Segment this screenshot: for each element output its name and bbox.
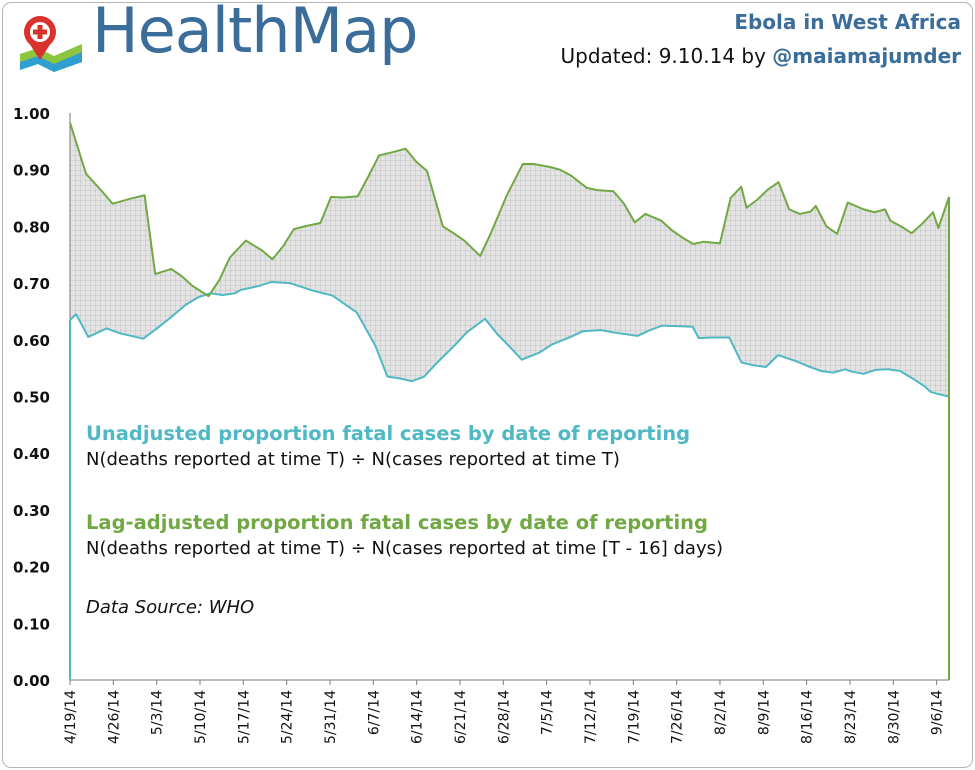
- x-tick-label: 6/28/14: [496, 690, 512, 744]
- x-tick-label: 5/10/14: [193, 690, 209, 744]
- x-tick-label: 8/2/14: [713, 690, 729, 735]
- legend-adjusted-desc: N(deaths reported at time T) ÷ N(cases r…: [86, 538, 723, 559]
- x-tick-label: 5/31/14: [323, 690, 339, 744]
- y-tick-label: 0.80: [13, 218, 50, 236]
- brand-name: HealthMap: [92, 0, 418, 67]
- x-tick-label: 6/21/14: [453, 690, 469, 744]
- x-tick-label: 7/5/14: [540, 690, 556, 735]
- x-tick-label: 8/23/14: [843, 690, 859, 744]
- x-tick-label: 5/3/14: [150, 690, 166, 735]
- legend-adjusted-title: Lag-adjusted proportion fatal cases by d…: [86, 511, 709, 534]
- series-adjusted-line: [69, 122, 950, 298]
- legend-unadjusted: Unadjusted proportion fatal cases by dat…: [86, 422, 690, 470]
- data-source-note: Data Source: WHO: [86, 597, 255, 618]
- x-tick-label: 8/16/14: [800, 690, 816, 744]
- y-tick-label: 0.00: [13, 672, 50, 690]
- x-tick-label: 6/14/14: [410, 690, 426, 744]
- x-tick-label: 6/7/14: [366, 690, 382, 735]
- x-tick-label: 8/9/14: [756, 690, 772, 735]
- x-tick-label: 5/24/14: [280, 690, 296, 744]
- x-tick-label: 7/12/14: [583, 690, 599, 744]
- updated-line: Updated: 9.10.14 by @maiamajumder: [560, 44, 961, 68]
- chart-title: Ebola in West Africa: [734, 10, 961, 34]
- y-tick-label: 0.10: [13, 615, 50, 633]
- legend-unadjusted-title: Unadjusted proportion fatal cases by dat…: [86, 422, 691, 445]
- y-tick-label: 0.60: [13, 332, 50, 350]
- series-unadjusted-line: [69, 280, 950, 398]
- x-tick-label: 4/26/14: [106, 690, 122, 744]
- healthmap-map-pin-icon: [20, 16, 82, 72]
- x-tick-label: 5/17/14: [236, 690, 252, 744]
- fill-between-area: [70, 122, 949, 397]
- author-handle: @maiamajumder: [772, 44, 961, 68]
- y-tick-label: 0.90: [13, 162, 50, 180]
- y-tick-label: 0.20: [13, 559, 50, 577]
- updated-text: Updated: 9.10.14 by: [560, 44, 773, 68]
- y-tick-label: 0.30: [13, 502, 50, 520]
- y-tick-label: 0.70: [13, 275, 50, 293]
- x-tick-label: 8/30/14: [886, 690, 902, 744]
- x-tick-label: 7/26/14: [670, 690, 686, 744]
- legend-adjusted: Lag-adjusted proportion fatal cases by d…: [86, 511, 723, 559]
- y-tick-label: 1.00: [13, 105, 50, 123]
- x-tick-label: 9/6/14: [930, 690, 946, 735]
- y-tick-label: 0.50: [13, 389, 50, 407]
- x-tick-label: 4/19/14: [63, 690, 79, 744]
- x-tick-label: 7/19/14: [626, 690, 642, 744]
- legend-unadjusted-desc: N(deaths reported at time T) ÷ N(cases r…: [86, 449, 620, 470]
- y-tick-label: 0.40: [13, 445, 50, 463]
